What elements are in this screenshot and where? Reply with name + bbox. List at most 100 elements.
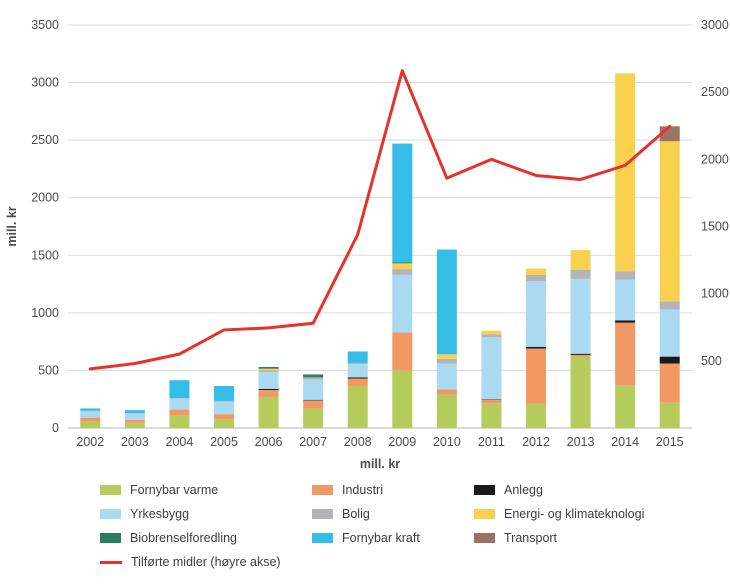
bar-segment-fornybar-varme bbox=[526, 403, 546, 428]
bar-segment-anlegg bbox=[481, 399, 502, 400]
bar-segment-fornybar-varme bbox=[303, 408, 324, 428]
bar-segment-anlegg bbox=[570, 353, 591, 355]
bar-segment-industri bbox=[124, 419, 145, 423]
legend-swatch-industri bbox=[312, 485, 333, 495]
bar-segment-biobrenselforedling bbox=[392, 262, 413, 264]
left-axis-ticks: 0 500 1000 1500 2000 2500 3000 3500 bbox=[31, 18, 59, 435]
left-tick-label: 1000 bbox=[31, 306, 59, 320]
bar-segment-fornybar-kraft bbox=[169, 380, 190, 399]
bar-segment-yrkesbygg bbox=[659, 309, 680, 357]
bar-segment-bolig bbox=[303, 377, 324, 380]
legend-label: Industri bbox=[342, 483, 383, 497]
right-axis-ticks: 500 1000 1500 2000 2500 3000 bbox=[701, 18, 729, 368]
bar-segment-industri bbox=[169, 409, 190, 416]
bar-segment-fornybar-varme bbox=[570, 356, 591, 428]
legend-label: Transport bbox=[504, 531, 558, 545]
bar-segment-fornybar-varme bbox=[214, 419, 234, 428]
right-tick-label: 1500 bbox=[701, 220, 729, 234]
legend-swatch-yrkesbygg bbox=[100, 509, 121, 519]
chart-svg: 0 500 1000 1500 2000 2500 3000 3500 500 1000 1500 2… bbox=[5, 18, 729, 471]
right-tick-label: 3000 bbox=[701, 18, 729, 32]
bar-segment-bolig bbox=[80, 410, 101, 412]
legend-label: Anlegg bbox=[504, 483, 543, 497]
bar-segment-industri bbox=[258, 390, 279, 397]
bar-segment-yrkesbygg bbox=[570, 278, 591, 354]
bar-segment-bolig bbox=[169, 398, 190, 399]
left-axis-title: mill. kr bbox=[5, 206, 19, 246]
right-tick-label: 1000 bbox=[701, 287, 729, 301]
bar-segment-yrkesbygg bbox=[392, 274, 413, 333]
bar-segment-energi-og-klimateknologi bbox=[258, 368, 279, 371]
x-tick-label: 2011 bbox=[478, 435, 505, 449]
left-tick-label: 3000 bbox=[31, 76, 59, 90]
stacked-bar-line-chart: 0 500 1000 1500 2000 2500 3000 3500 500 1000 1500 2… bbox=[5, 18, 729, 471]
bar-segment-energi-og-klimateknologi bbox=[615, 73, 636, 272]
x-tick-label: 2012 bbox=[522, 435, 550, 449]
bar-segment-industri bbox=[303, 400, 324, 409]
x-tick-label: 2002 bbox=[76, 435, 104, 449]
bar-segment-fornybar-kraft bbox=[436, 249, 457, 355]
legend-label: Biobrenselforedling bbox=[130, 531, 238, 545]
legend-swatch-fornybar-varme bbox=[100, 485, 121, 495]
bar-segment-bolig bbox=[526, 274, 546, 282]
bar-segment-fornybar-varme bbox=[169, 415, 190, 428]
bar-segment-industri bbox=[347, 378, 368, 386]
bar-segment-fornybar-varme bbox=[80, 421, 101, 428]
funds-line-series bbox=[88, 69, 672, 371]
bar-segment-yrkesbygg bbox=[169, 398, 190, 410]
x-tick-label: 2010 bbox=[433, 435, 461, 449]
x-tick-label: 2004 bbox=[166, 435, 194, 449]
x-tick-label: 2003 bbox=[121, 435, 149, 449]
bar-segment-industri bbox=[615, 322, 636, 386]
bar-segment-fornybar-varme bbox=[124, 422, 145, 428]
legend-swatch-biobrenselforedling bbox=[100, 533, 121, 543]
legend-item-anlegg: Anlegg bbox=[474, 483, 730, 497]
bar-segment-biobrenselforedling bbox=[303, 374, 324, 378]
bar-segment-bolig bbox=[392, 269, 413, 275]
bar-segment-fornybar-varme bbox=[615, 385, 636, 428]
bar-segment-anlegg bbox=[526, 346, 546, 349]
legend-swatch-energi-og-klimateknologi bbox=[474, 509, 495, 519]
legend-item-tilforte-midler: Tilførte midler (høyre akse) bbox=[100, 555, 312, 569]
bar-segment-energi-og-klimateknologi bbox=[570, 250, 591, 270]
bar-segment-biobrenselforedling bbox=[258, 366, 279, 369]
x-tick-label: 2006 bbox=[255, 435, 283, 449]
bar-segment-anlegg bbox=[615, 320, 636, 323]
legend-label: Fornybar varme bbox=[130, 483, 219, 497]
bar-segment-yrkesbygg bbox=[214, 401, 234, 415]
legend-item-yrkesbygg: Yrkesbygg bbox=[100, 507, 312, 521]
left-tick-label: 1500 bbox=[31, 248, 59, 262]
bar-segment-fornybar-kraft bbox=[124, 410, 145, 414]
bar-segment-industri bbox=[659, 363, 680, 403]
bar-segment-yrkesbygg bbox=[526, 281, 546, 347]
bar-segment-yrkesbygg bbox=[347, 364, 368, 378]
bar-segment-fornybar-varme bbox=[436, 394, 457, 428]
bar-segment-bolig bbox=[347, 362, 368, 365]
bar-segment-bolig bbox=[615, 271, 636, 280]
bar-segment-bolig bbox=[570, 269, 591, 279]
bar-segment-fornybar-varme bbox=[659, 402, 680, 428]
legend-label: Tilførte midler (høyre akse) bbox=[131, 555, 281, 569]
legend-item-fornybar-kraft: Fornybar kraft bbox=[312, 531, 474, 545]
legend-item-energi-og-klimateknologi: Energi- og klimateknologi bbox=[474, 507, 730, 521]
bar-segment-energi-og-klimateknologi bbox=[526, 268, 546, 275]
x-tick-label: 2015 bbox=[656, 435, 684, 449]
legend-swatch-anlegg bbox=[474, 485, 495, 495]
x-tick-label: 2009 bbox=[388, 435, 416, 449]
legend-swatch-transport bbox=[474, 533, 495, 543]
bar-segment-anlegg bbox=[347, 377, 368, 379]
right-tick-label: 500 bbox=[701, 354, 722, 368]
legend-label: Yrkesbygg bbox=[130, 507, 190, 521]
bar-segment-fornybar-varme bbox=[347, 385, 368, 428]
x-tick-label: 2007 bbox=[299, 435, 327, 449]
x-axis-labels: 2002 2003 2004 2005 2006 2007 2008 2009 2010 2011… bbox=[76, 435, 683, 449]
bar-segment-energi-og-klimateknologi bbox=[436, 354, 457, 359]
gridlines bbox=[68, 24, 692, 429]
bar-segment-bolig bbox=[481, 334, 502, 338]
bar-segment-bolig bbox=[659, 301, 680, 310]
bar-segment-yrkesbygg bbox=[258, 372, 279, 389]
legend-swatch-bolig bbox=[312, 509, 333, 519]
bar-segment-fornybar-kraft bbox=[80, 408, 101, 411]
x-tick-label: 2014 bbox=[611, 435, 639, 449]
